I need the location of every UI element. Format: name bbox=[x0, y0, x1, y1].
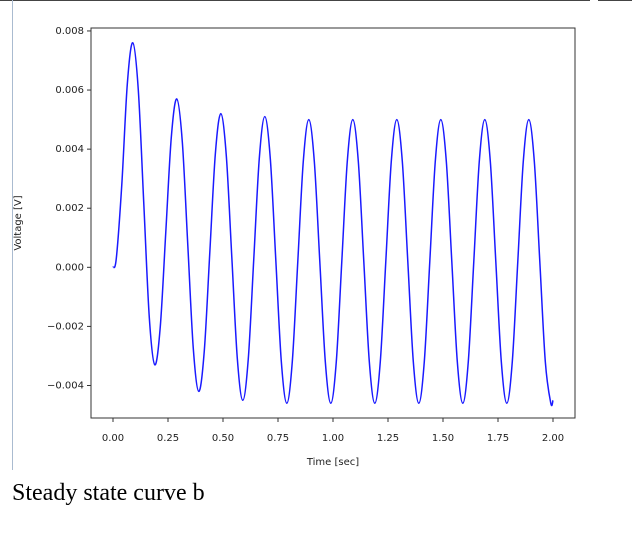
y-tick-label: 0.004 bbox=[55, 144, 84, 155]
line bbox=[112, 42, 554, 407]
x-tick-label: 1.25 bbox=[377, 433, 399, 444]
x-tick-label: 2.00 bbox=[542, 433, 564, 444]
x-tick-label: 1.75 bbox=[487, 433, 509, 444]
x-tick-label: 0.75 bbox=[267, 433, 289, 444]
x-tick-label: 0.00 bbox=[102, 433, 124, 444]
x-tick-label: 1.00 bbox=[322, 433, 344, 444]
x-tick-label: 0.50 bbox=[212, 433, 234, 444]
y-tick-label: 0.002 bbox=[55, 203, 84, 214]
y-tick-label: −0.002 bbox=[47, 321, 84, 332]
y-tick-label: −0.004 bbox=[47, 381, 84, 392]
y-tick-label: 0.006 bbox=[55, 85, 84, 96]
x-tick-label: 1.50 bbox=[432, 433, 454, 444]
x-axis-label: Time [sec] bbox=[306, 457, 359, 468]
plot-frame bbox=[90, 27, 576, 419]
y-axis-label: Voltage [V] bbox=[13, 195, 24, 250]
chart: Time [sec] Voltage [V] 0.00 0.25 0.50 0.75 1… bbox=[0, 0, 632, 470]
y-tick-label: 0.008 bbox=[55, 26, 84, 37]
y-tick-label: 0.000 bbox=[55, 262, 84, 273]
caption: Steady state curve b bbox=[12, 480, 205, 506]
x-tick-label: 0.25 bbox=[157, 433, 179, 444]
